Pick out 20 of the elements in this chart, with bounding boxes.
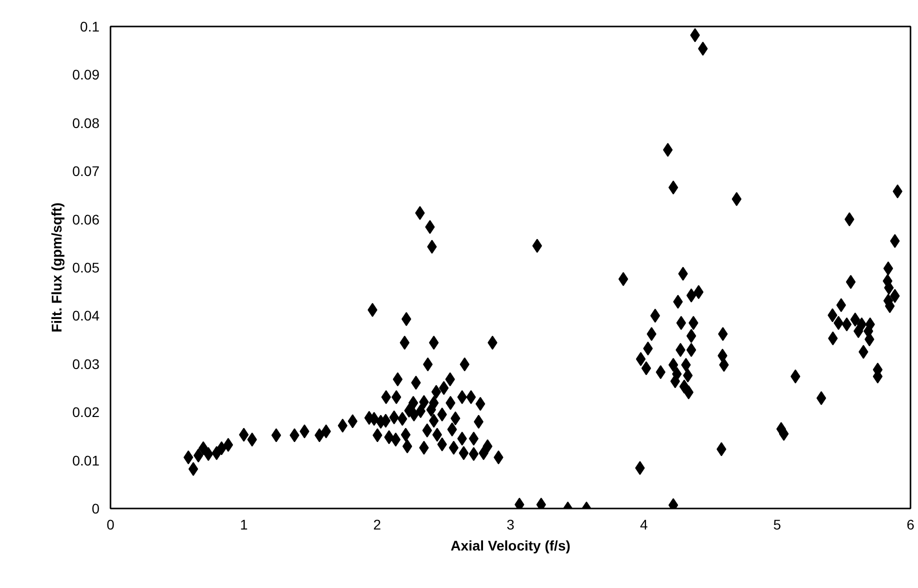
y-tick-label: 0.07 [72,163,100,180]
y-tick-label: 0 [92,500,100,516]
x-tick-label: 2 [373,516,382,532]
x-tick-label: 6 [906,516,915,532]
x-tick-label: 1 [240,516,248,532]
x-tick-label: 5 [773,516,782,532]
y-axis-title: Filt. Flux (gpm/sqft) [48,202,64,332]
y-tick-label: 0.05 [72,260,100,276]
y-tick-label: 0.06 [72,211,100,228]
x-tick-label: 4 [640,516,648,532]
y-tick-label: 0.08 [72,114,100,131]
y-tick-label: 0.02 [72,404,100,420]
y-tick-label: 0.09 [72,66,100,83]
y-tick-label: 0.03 [72,356,100,372]
y-tick-label: 0.01 [72,452,100,468]
y-tick-label: 0.1 [80,18,100,34]
x-tick-label: 3 [506,516,515,532]
x-tick-label: 0 [106,516,115,532]
y-tick-label: 0.04 [72,308,100,324]
x-axis-title: Axial Velocity (f/s) [450,538,570,554]
